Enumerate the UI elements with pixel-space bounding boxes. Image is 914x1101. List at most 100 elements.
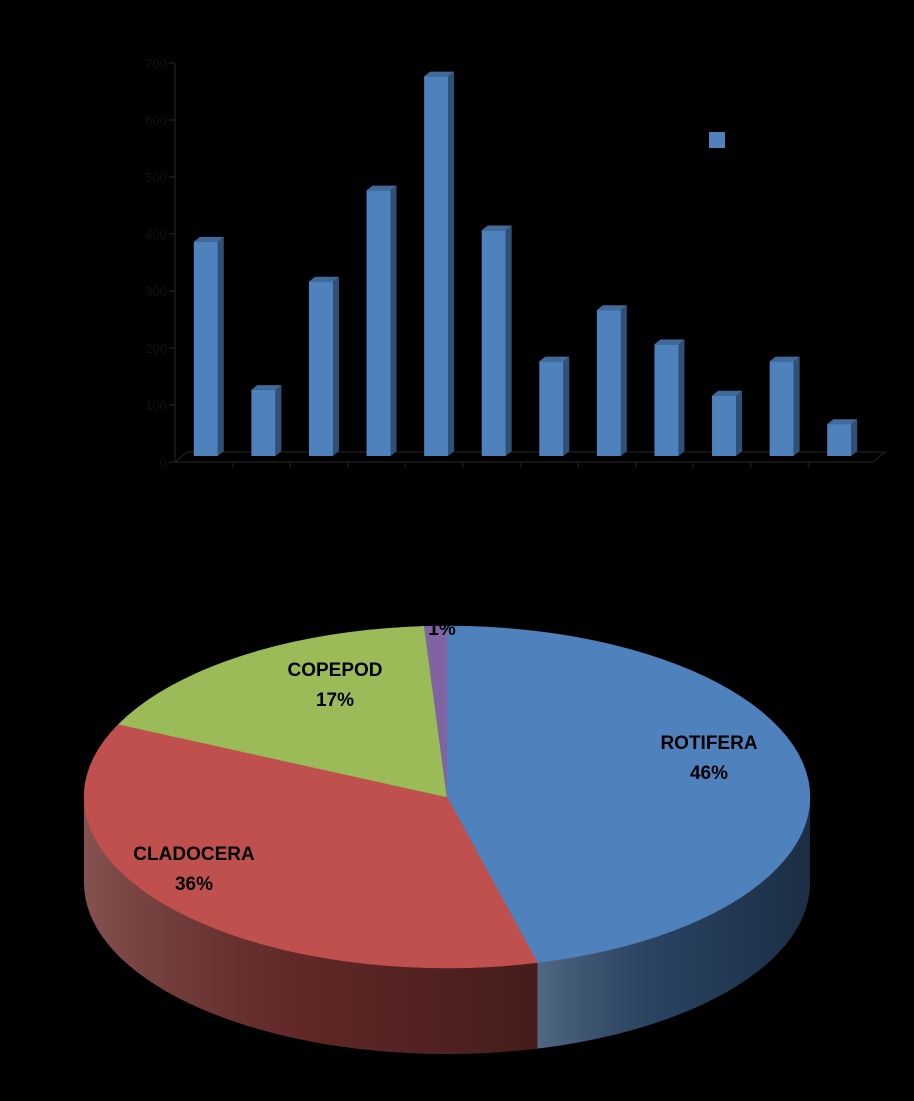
x-tick-label: FEB (245, 492, 282, 513)
x-tick-label: JUN (475, 492, 512, 513)
bar-side (390, 185, 397, 456)
bar-top (654, 339, 685, 345)
bar-side (563, 356, 570, 456)
slice-ostracod (423, 625, 448, 798)
bar-side (448, 71, 455, 456)
bar-side (678, 339, 685, 456)
panel-label-c: c (38, 580, 49, 605)
bar-top (539, 356, 570, 362)
bar-top (712, 390, 743, 396)
bar-side (505, 225, 512, 456)
slice-rotifera (446, 625, 811, 963)
bar (712, 390, 743, 456)
bar-front (596, 310, 621, 456)
bar-side (620, 305, 627, 456)
panel-label-a: a (38, 42, 51, 67)
bar (251, 385, 282, 456)
x-tick-label: DEC (819, 492, 859, 513)
slice-side-shade (84, 797, 538, 1054)
y-tick-label: 500 (145, 170, 167, 185)
y-tick-label: 200 (145, 341, 167, 356)
bar-top (827, 419, 858, 425)
bar-front (481, 230, 506, 456)
bar (481, 225, 512, 456)
bar-top (481, 225, 512, 231)
bar-top (424, 71, 455, 77)
x-tick-labels: JAN FEB MAR APR MAY JUN JUL AUG SEP OCT NOV DEC (188, 492, 859, 513)
legend-label: 2016 (737, 130, 782, 152)
bar-chart: a Individuals/L JAN FEB MAR APR MAY JUN JUL AUG… (38, 42, 888, 513)
bar-front (308, 281, 333, 456)
legend: 2016 (709, 130, 782, 152)
bar (424, 71, 455, 457)
pie-chart: c ROTIFERA 46% CLADOCERA 36% COPEPOD 17% OSTRA… (38, 580, 811, 1054)
bar-front (424, 76, 449, 457)
bar (596, 305, 627, 456)
x-tick-label: OCT (704, 492, 745, 513)
bar-front (193, 241, 218, 456)
bar-front (712, 395, 737, 456)
bar (827, 419, 858, 456)
x-tick-label: MAY (416, 492, 456, 513)
x-axis-floor (172, 451, 888, 463)
pie-labels: ROTIFERA 46% CLADOCERA 36% COPEPOD 17% OSTRACO… (133, 585, 758, 895)
slice-label-copepod: COPEPOD 17% (287, 660, 382, 711)
bar-front (366, 190, 391, 456)
x-tick-label: JAN (188, 492, 224, 513)
y-tick-labels: 0 100 200 300 400 500 600 700 (145, 56, 167, 470)
y-tick-label: 100 (145, 398, 167, 413)
slice-label-rotifera: ROTIFERA 46% (660, 733, 757, 784)
bar (769, 356, 800, 456)
y-tick-label: 700 (145, 56, 167, 71)
bar-front (251, 389, 276, 456)
bar-side (332, 276, 339, 456)
bar-side (793, 356, 800, 456)
bar (654, 339, 685, 456)
bar-top (193, 236, 224, 242)
bar-side (736, 390, 743, 456)
x-tick-label: NOV (761, 492, 803, 513)
bar-front (539, 361, 564, 456)
x-tick-label: MAR (300, 492, 342, 513)
y-tick-label: 600 (145, 113, 167, 128)
bar-top (596, 305, 627, 311)
x-tick-label: JUL (534, 492, 568, 513)
pie-slices (83, 625, 811, 1054)
slice-percent: 46% (690, 763, 728, 784)
y-tick-label: 400 (145, 227, 167, 242)
slice-label-ostracod: OSTRACOD 1% (388, 585, 497, 640)
bar-top (769, 356, 800, 362)
bar-top (251, 385, 282, 390)
bar-front (654, 344, 679, 456)
bar-side (275, 385, 282, 456)
bar-front (769, 361, 794, 456)
slice-percent: 36% (175, 874, 213, 895)
slice-name: ROTIFERA (660, 733, 757, 754)
bar-top (308, 276, 339, 282)
slice-label-cladocera: CLADOCERA 36% (133, 844, 255, 895)
bar-front (827, 424, 852, 456)
bar (539, 356, 570, 456)
bar-side (217, 236, 224, 456)
slice-percent: 17% (316, 690, 354, 711)
x-tick-label: AUG (588, 492, 629, 513)
legend-swatch (709, 132, 725, 148)
x-tick-label: SEP (647, 492, 685, 513)
slice-copepod (117, 626, 448, 798)
axes (169, 62, 888, 468)
bar-series (193, 71, 858, 457)
slice-percent: 1% (428, 619, 456, 640)
slice-side-shade (537, 797, 810, 1049)
slice-name: OSTRACOD (388, 585, 497, 606)
x-tick-label: APR (359, 492, 398, 513)
bar (308, 276, 339, 456)
y-axis-title: Individuals/L (51, 203, 78, 336)
bar (193, 236, 224, 456)
y-tick-label: 0 (160, 455, 167, 470)
bar (366, 185, 397, 456)
slice-cladocera (83, 723, 538, 969)
slice-name: CLADOCERA (133, 844, 255, 865)
y-tick-label: 300 (145, 284, 167, 299)
bar-top (366, 185, 397, 191)
